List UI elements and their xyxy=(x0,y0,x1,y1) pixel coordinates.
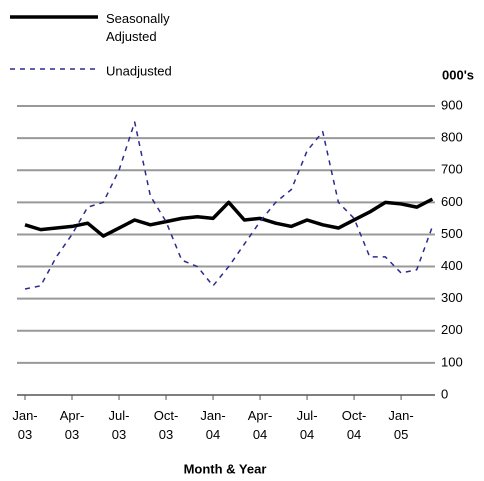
x-tick-label: Jul-03 xyxy=(109,408,130,442)
y-tick-label: 300 xyxy=(441,290,463,305)
legend-label: Seasonally Adjusted xyxy=(106,11,170,44)
y-tick-label: 100 xyxy=(441,354,463,369)
x-tick-label: Apr-03 xyxy=(60,408,85,442)
series-line xyxy=(24,197,434,238)
series-line xyxy=(24,121,434,290)
x-tick-label: Jan-05 xyxy=(388,408,413,442)
y-tick-label: 0 xyxy=(441,386,448,401)
x-axis-title: Month & Year xyxy=(184,461,267,476)
x-tick-label: Jul-04 xyxy=(297,408,318,442)
x-tick-label: Oct-03 xyxy=(154,408,179,442)
x-tick-label: Jan-03 xyxy=(12,408,37,442)
y-tick-label: 200 xyxy=(441,322,463,337)
x-tick-label: Oct-04 xyxy=(342,408,367,442)
y-axis-title: 000's xyxy=(442,67,474,82)
y-tick-label: 700 xyxy=(441,162,463,177)
x-tick-label: Jan-04 xyxy=(200,408,225,442)
y-tick-label: 500 xyxy=(441,226,463,241)
legend-label: Unadjusted xyxy=(106,63,172,78)
y-tick-label: 900 xyxy=(441,97,463,112)
y-tick-label: 400 xyxy=(441,258,463,273)
y-tick-label: 600 xyxy=(441,194,463,209)
x-tick-label: Apr-04 xyxy=(248,408,273,442)
y-tick-label: 800 xyxy=(441,130,463,145)
